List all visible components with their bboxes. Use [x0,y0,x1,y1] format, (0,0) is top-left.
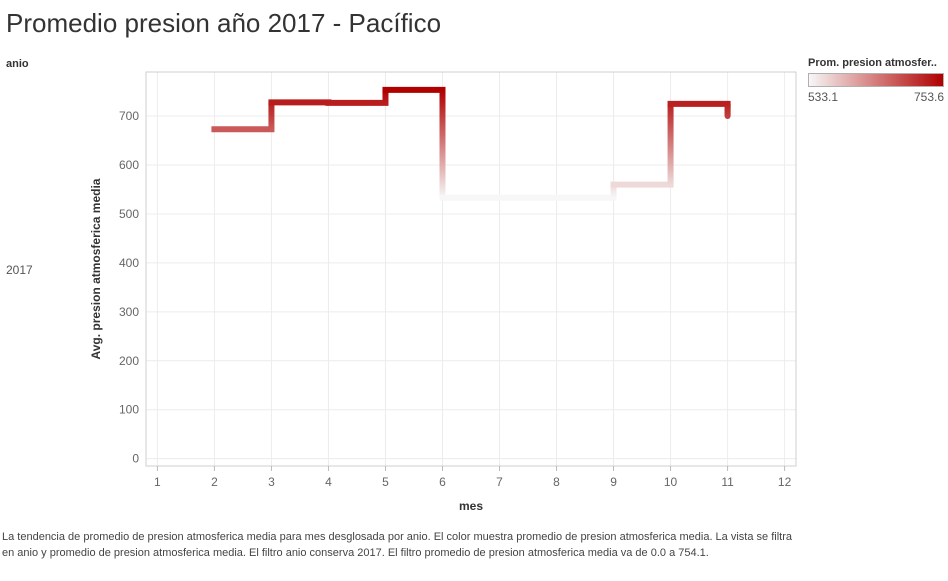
x-tick-label: 9 [610,475,617,489]
x-tick-label: 1 [154,475,161,489]
legend-gradient-bar [808,73,944,87]
legend-title: Prom. presion atmosfer.. [808,57,937,69]
x-tick-label: 2 [211,475,218,489]
x-axis-ticks: 1 2 3 4 5 6 7 8 9 10 11 12 [154,466,792,489]
x-tick-label: 5 [382,475,389,489]
y-axis-label: Avg. presion atmosferica media [89,178,103,359]
legend-max-label: 753.6 [913,90,944,104]
x-tick-label: 3 [268,475,275,489]
series-line [211,86,731,201]
x-axis-label: mes [459,499,483,513]
y-tick-label: 200 [119,354,139,368]
x-tick-label: 12 [778,475,792,489]
row-value-label: 2017 [6,263,33,277]
y-tick-label: 700 [119,109,139,123]
chart-caption: La tendencia de promedio de presion atmo… [2,531,792,559]
page-title: Promedio presion año 2017 - Pacífico [6,8,442,38]
grid-lines [146,72,796,466]
y-tick-label: 300 [119,305,139,319]
y-axis-ticks: 0 100 200 300 400 500 600 700 [119,109,139,466]
y-tick-label: 600 [119,158,139,172]
y-tick-label: 100 [119,403,139,417]
x-tick-label: 10 [664,475,678,489]
x-tick-label: 7 [496,475,503,489]
plot-frame [145,71,797,467]
y-tick-label: 0 [132,452,139,466]
x-tick-label: 11 [721,475,734,489]
x-tick-label: 4 [325,475,332,489]
color-legend[interactable]: Prom. presion atmosfer.. 533.1 753.6 [808,57,944,104]
x-tick-label: 6 [439,475,446,489]
y-tick-label: 500 [119,207,139,221]
legend-min-label: 533.1 [808,90,839,104]
row-field-header: anio [6,58,29,70]
x-tick-label: 8 [553,475,560,489]
y-tick-label: 400 [119,256,139,270]
